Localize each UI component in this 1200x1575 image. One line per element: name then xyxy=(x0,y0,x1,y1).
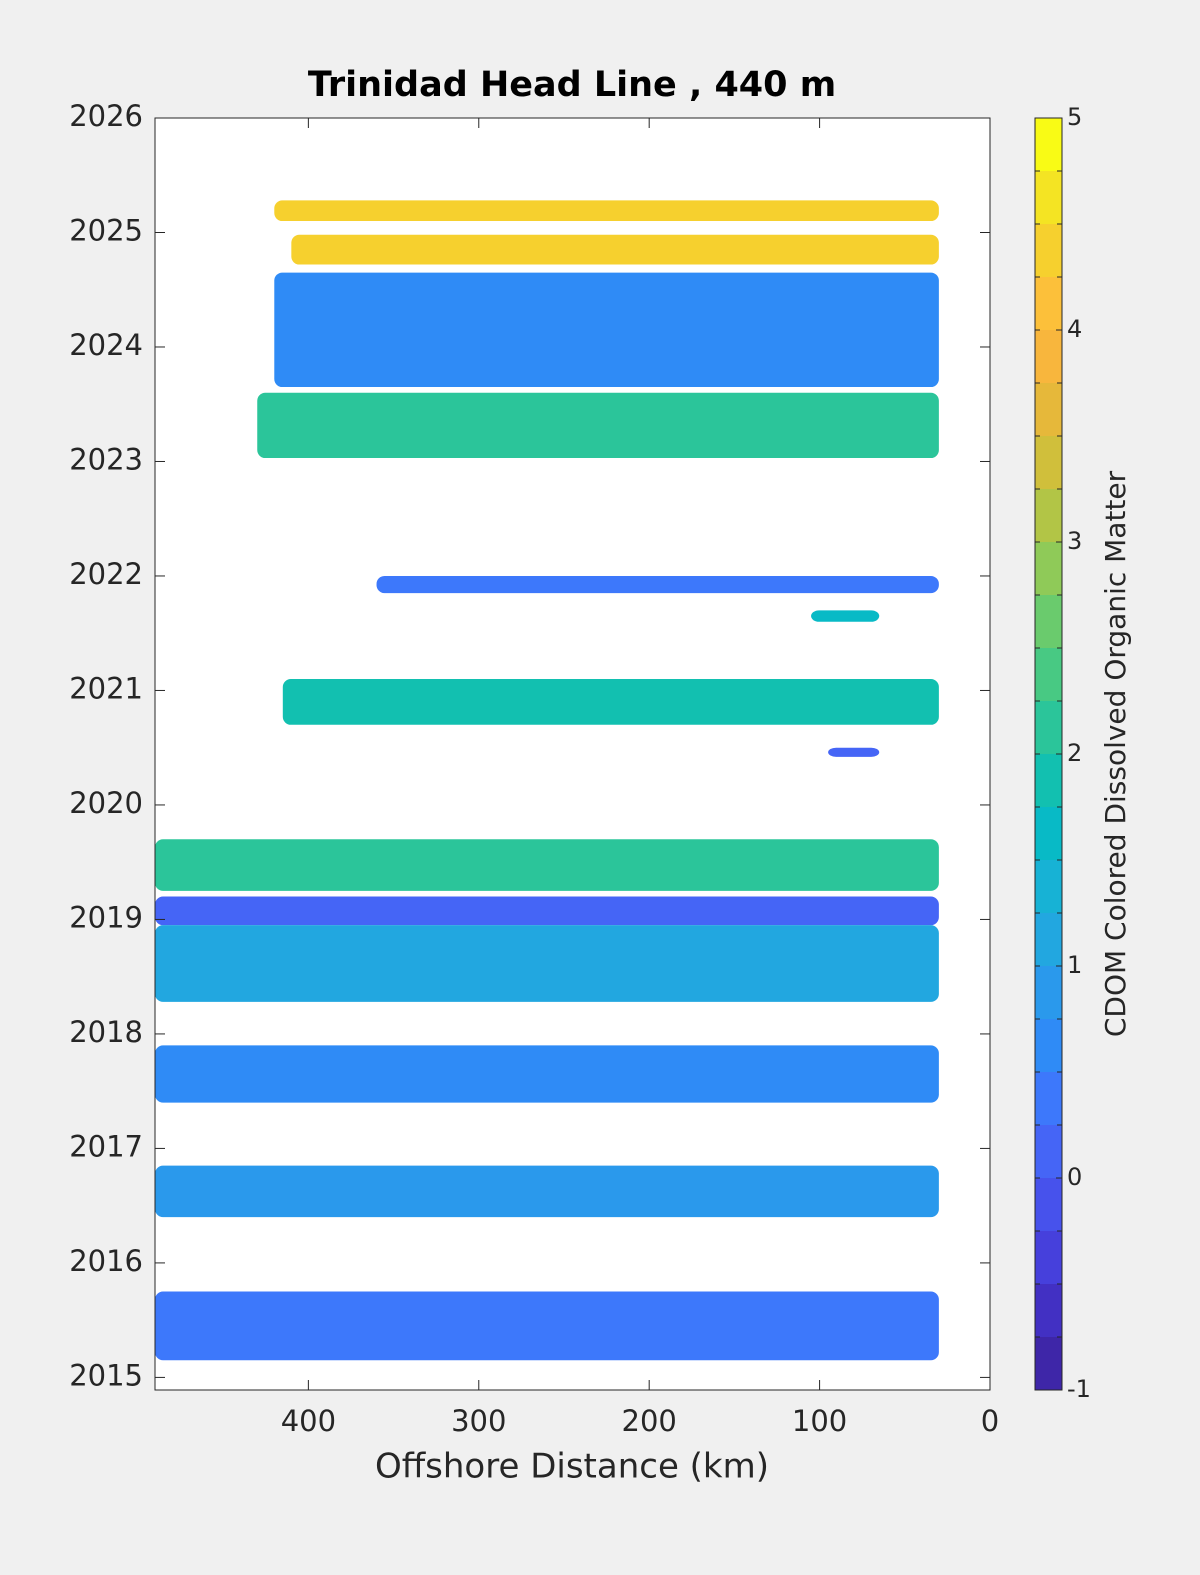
x-tick-label: 300 xyxy=(451,1404,506,1438)
colorbar-tick-label: 4 xyxy=(1067,315,1082,343)
colorbar-swatch xyxy=(1035,224,1062,277)
colorbar-label: CDOM Colored Dissolved Organic Matter xyxy=(1099,470,1132,1037)
chart-title: Trinidad Head Line , 440 m xyxy=(308,65,836,105)
colorbar-swatch xyxy=(1035,118,1062,171)
contour-region xyxy=(257,392,939,459)
contour-region xyxy=(811,610,880,622)
colorbar-swatch xyxy=(1035,860,1062,913)
colorbar-tick-label: -1 xyxy=(1067,1375,1091,1403)
colorbar-tick-label: 2 xyxy=(1067,739,1082,767)
x-tick-label: 200 xyxy=(622,1404,677,1438)
x-tick-label: 0 xyxy=(981,1404,999,1438)
contour-region xyxy=(376,575,939,594)
colorbar-swatch xyxy=(1035,648,1062,701)
colorbar-swatch xyxy=(1035,701,1062,754)
y-tick-label: 2024 xyxy=(69,328,143,362)
colorbar-swatch xyxy=(1035,1178,1062,1231)
x-axis-label: Offshore Distance (km) xyxy=(375,1447,769,1487)
contour-region xyxy=(155,1165,939,1218)
contour-region xyxy=(155,839,939,891)
x-tick-label: 100 xyxy=(792,1404,847,1438)
colorbar-swatch xyxy=(1035,1072,1062,1125)
axes-box xyxy=(154,117,991,1391)
colorbar-swatch xyxy=(1035,1337,1062,1390)
y-tick-label: 2016 xyxy=(69,1244,143,1278)
colorbar-tick-label: 5 xyxy=(1067,103,1082,131)
y-tick-label: 2020 xyxy=(69,786,143,820)
colorbar-tick-label: 0 xyxy=(1067,1163,1082,1191)
contour-region xyxy=(155,925,939,1002)
colorbar-swatch xyxy=(1035,1284,1062,1337)
y-tick-label: 2026 xyxy=(69,99,143,133)
contour-region xyxy=(282,679,939,725)
colorbar-swatch xyxy=(1035,966,1062,1019)
y-tick-label: 2018 xyxy=(69,1015,143,1049)
x-tick-label: 400 xyxy=(281,1404,336,1438)
y-tick-label: 2025 xyxy=(69,213,143,247)
y-tick-label: 2019 xyxy=(69,900,143,934)
colorbar-swatch xyxy=(1035,383,1062,436)
contour-region xyxy=(274,272,939,388)
colorbar-tick-label: 1 xyxy=(1067,951,1082,979)
contour-region xyxy=(155,1045,939,1103)
colorbar-swatch xyxy=(1035,1019,1062,1072)
colorbar-swatch xyxy=(1035,330,1062,383)
colorbar-swatch xyxy=(1035,542,1062,595)
contour-region xyxy=(828,747,880,757)
contour-region xyxy=(155,896,939,926)
colorbar-swatch xyxy=(1035,171,1062,224)
colorbar-swatch xyxy=(1035,913,1062,966)
colorbar-swatch xyxy=(1035,595,1062,648)
colorbar-swatch xyxy=(1035,1231,1062,1284)
colorbar-swatch xyxy=(1035,277,1062,330)
colorbar-swatch xyxy=(1035,436,1062,489)
colorbar-tick-label: 3 xyxy=(1067,527,1082,555)
y-tick-label: 2022 xyxy=(69,557,143,591)
y-tick-label: 2023 xyxy=(69,442,143,476)
contour-region xyxy=(291,234,939,265)
colorbar-swatch xyxy=(1035,1125,1062,1178)
colorbar-swatch xyxy=(1035,807,1062,860)
y-tick-label: 2021 xyxy=(69,671,143,705)
colorbar-swatch xyxy=(1035,754,1062,807)
colorbar-swatch xyxy=(1035,489,1062,542)
contour-region xyxy=(274,200,939,222)
y-tick-label: 2017 xyxy=(69,1129,143,1163)
y-tick-label: 2015 xyxy=(69,1358,143,1392)
contour-region xyxy=(155,1291,939,1361)
